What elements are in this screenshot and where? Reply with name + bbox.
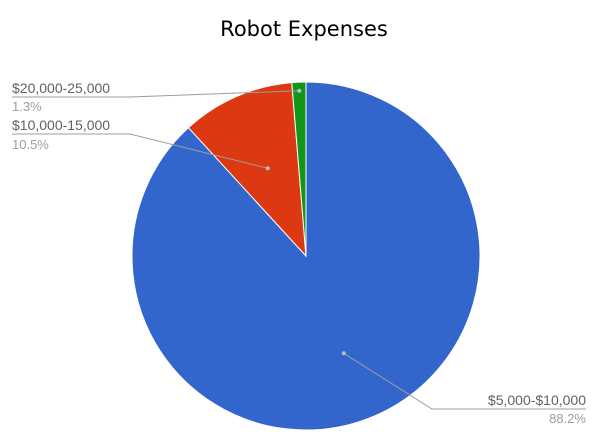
chart-title: Robot Expenses — [220, 17, 388, 41]
pie-slices — [131, 81, 481, 431]
slice-percent-3: 1.3% — [12, 99, 42, 114]
leader-dot-2 — [265, 166, 270, 171]
pie-slice-1[interactable] — [131, 81, 481, 431]
leader-line-2 — [12, 133, 268, 169]
slice-label-3: $20,000-25,000 — [12, 80, 110, 96]
slice-percent-1: 88.2% — [549, 411, 586, 426]
slice-label-1: $5,000-$10,000 — [488, 392, 586, 408]
pie-slice-3[interactable] — [291, 81, 307, 257]
slice-label-2: $10,000-15,000 — [12, 117, 110, 133]
leader-dot-3 — [297, 88, 302, 93]
leader-line-1 — [343, 352, 586, 410]
slice-labels: $5,000-$10,000 88.2% $10,000-15,000 10.5% $2… — [12, 80, 586, 426]
leader-dot-1 — [341, 351, 346, 356]
pie-slice-2[interactable] — [187, 82, 307, 258]
leader-line-3 — [12, 90, 300, 98]
slice-percent-2: 10.5% — [12, 137, 49, 152]
